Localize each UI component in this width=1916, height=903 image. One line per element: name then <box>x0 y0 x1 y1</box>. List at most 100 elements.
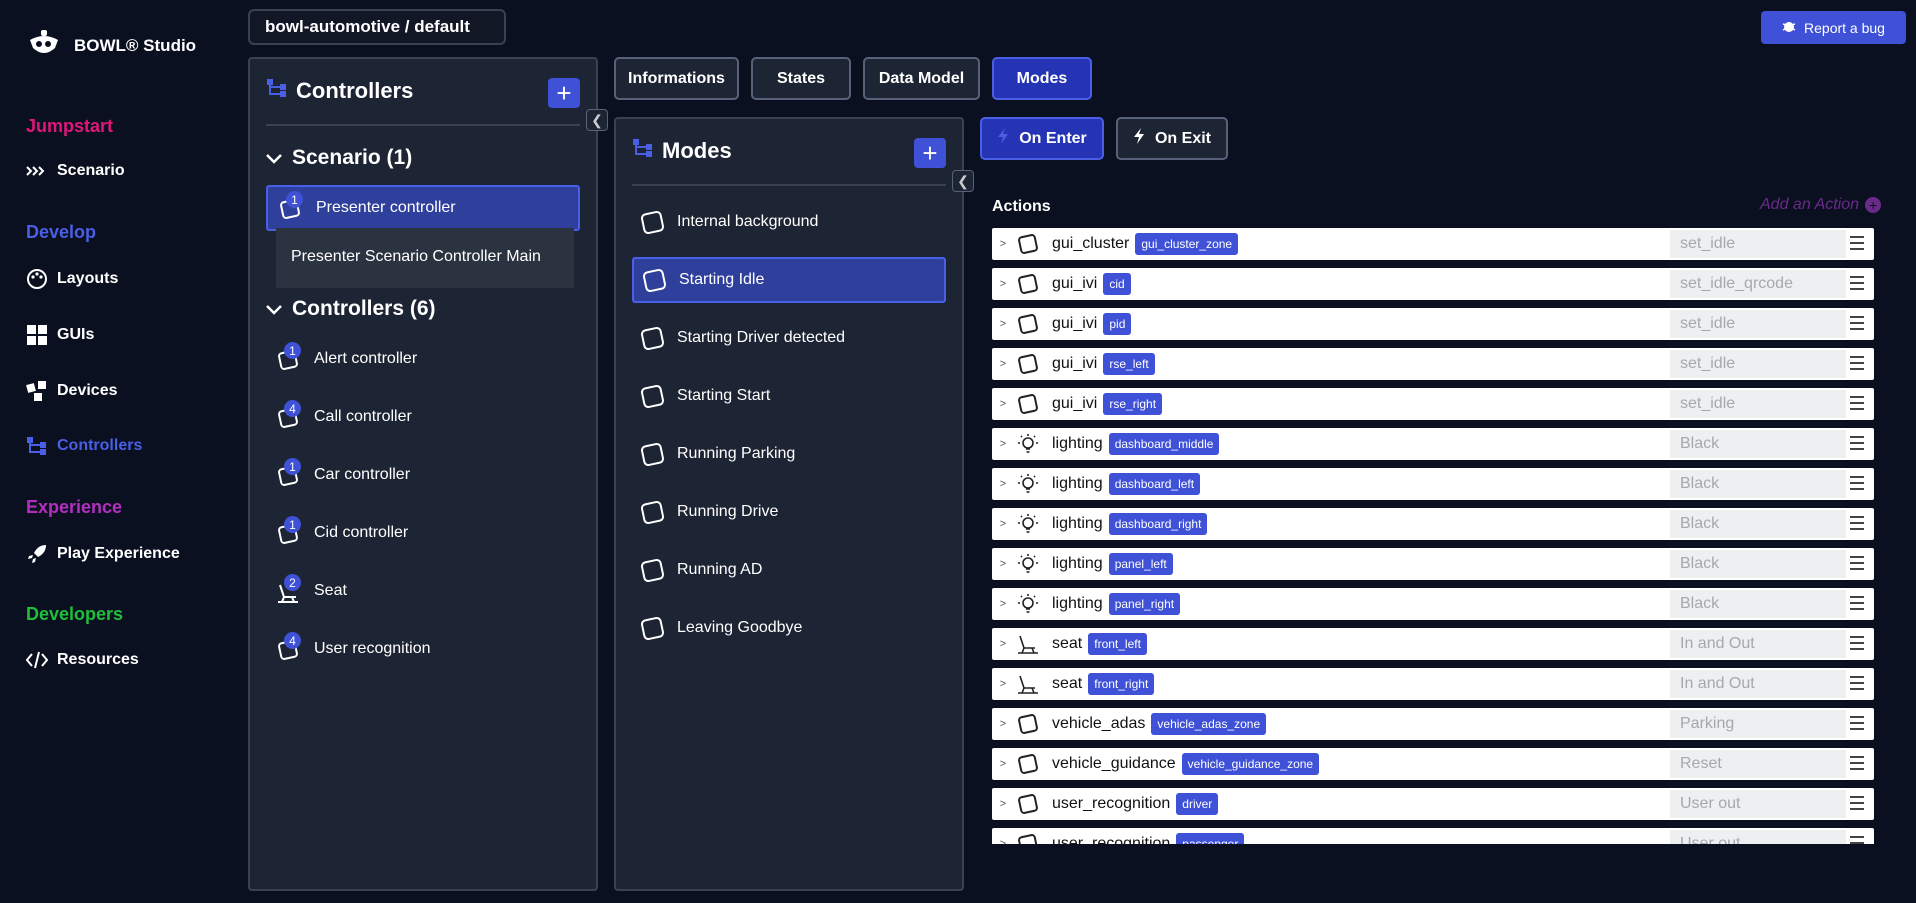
action-value[interactable]: set_idle <box>1670 230 1846 258</box>
action-row[interactable]: > lighting panel_left Black <box>992 548 1874 580</box>
action-value[interactable]: Black <box>1670 590 1846 618</box>
action-row[interactable]: > gui_ivi rse_left set_idle <box>992 348 1874 380</box>
controller-item-presenter[interactable]: 1 Presenter controller <box>266 185 580 231</box>
controller-item-user-recognition[interactable]: 4 User recognition <box>266 626 580 672</box>
drag-handle-icon[interactable] <box>1850 316 1864 334</box>
drag-handle-icon[interactable] <box>1850 836 1864 844</box>
action-row[interactable]: > vehicle_adas vehicle_adas_zone Parking <box>992 708 1874 740</box>
chevron-right-icon[interactable]: > <box>999 278 1007 290</box>
collapse-controllers-button[interactable]: ❮ <box>586 109 608 131</box>
controller-item-cid[interactable]: 1 Cid controller <box>266 510 580 556</box>
action-row[interactable]: > gui_cluster gui_cluster_zone set_idle <box>992 228 1874 260</box>
action-row[interactable]: > vehicle_guidance vehicle_guidance_zone Re… <box>992 748 1874 780</box>
nav-guis[interactable]: GUIs <box>25 324 94 346</box>
subtab-on-exit[interactable]: On Exit <box>1116 117 1228 160</box>
chevron-right-icon[interactable]: > <box>999 758 1007 770</box>
action-value[interactable]: In and Out <box>1670 670 1846 698</box>
controller-item-call[interactable]: 4 Call controller <box>266 394 580 440</box>
controller-item-seat[interactable]: 2 Seat <box>266 568 580 614</box>
actions-list[interactable]: > gui_cluster gui_cluster_zone set_idle > gui… <box>992 228 1874 844</box>
mode-item[interactable]: Leaving Goodbye <box>632 605 946 651</box>
drag-handle-icon[interactable] <box>1850 756 1864 774</box>
drag-handle-icon[interactable] <box>1850 476 1864 494</box>
project-selector[interactable]: bowl-automotive / default <box>248 9 506 45</box>
action-value[interactable]: set_idle <box>1670 310 1846 338</box>
action-value[interactable]: Parking <box>1670 710 1846 738</box>
action-row[interactable]: > seat front_right In and Out <box>992 668 1874 700</box>
drag-handle-icon[interactable] <box>1850 436 1864 454</box>
chevron-right-icon[interactable]: > <box>999 438 1007 450</box>
nav-resources[interactable]: Resources <box>25 651 139 669</box>
drag-handle-icon[interactable] <box>1850 556 1864 574</box>
nav-devices[interactable]: Devices <box>25 380 118 402</box>
mode-item[interactable]: Running Parking <box>632 431 946 477</box>
chevron-right-icon[interactable]: > <box>999 518 1007 530</box>
collapse-modes-button[interactable]: ❮ <box>952 170 974 192</box>
controller-item-alert[interactable]: 1 Alert controller <box>266 336 580 382</box>
chevron-right-icon[interactable]: > <box>999 238 1007 250</box>
drag-handle-icon[interactable] <box>1850 356 1864 374</box>
chevron-right-icon[interactable]: > <box>999 678 1007 690</box>
controller-item-car[interactable]: 1 Car controller <box>266 452 580 498</box>
action-value[interactable]: Black <box>1670 470 1846 498</box>
tab-states[interactable]: States <box>751 57 851 100</box>
action-value[interactable]: Black <box>1670 430 1846 458</box>
controllers-group-header[interactable]: Controllers (6) <box>266 297 436 321</box>
nav-play-experience[interactable]: Play Experience <box>25 543 180 565</box>
mode-item[interactable]: Starting Driver detected <box>632 315 946 361</box>
action-value[interactable]: In and Out <box>1670 630 1846 658</box>
chevron-right-icon[interactable]: > <box>999 478 1007 490</box>
action-value[interactable]: set_idle_qrcode <box>1670 270 1846 298</box>
chevron-right-icon[interactable]: > <box>999 838 1007 844</box>
drag-handle-icon[interactable] <box>1850 636 1864 654</box>
action-row[interactable]: > lighting dashboard_left Black <box>992 468 1874 500</box>
action-value[interactable]: Black <box>1670 510 1846 538</box>
drag-handle-icon[interactable] <box>1850 596 1864 614</box>
action-value[interactable]: Black <box>1670 550 1846 578</box>
scenario-group-header[interactable]: Scenario (1) <box>266 146 412 170</box>
chevron-right-icon[interactable]: > <box>999 318 1007 330</box>
action-row[interactable]: > gui_ivi rse_right set_idle <box>992 388 1874 420</box>
scenario-sub-item[interactable]: Presenter Scenario Controller Main <box>276 228 574 288</box>
brand[interactable]: BOWL® Studio <box>28 28 196 63</box>
subtab-on-enter[interactable]: On Enter <box>980 117 1104 160</box>
drag-handle-icon[interactable] <box>1850 716 1864 734</box>
drag-handle-icon[interactable] <box>1850 236 1864 254</box>
mode-item[interactable]: Starting Start <box>632 373 946 419</box>
action-row[interactable]: > gui_ivi pid set_idle <box>992 308 1874 340</box>
drag-handle-icon[interactable] <box>1850 796 1864 814</box>
mode-item[interactable]: Internal background <box>632 199 946 245</box>
add-mode-button[interactable]: + <box>914 138 946 168</box>
chevron-right-icon[interactable]: > <box>999 358 1007 370</box>
action-value[interactable]: User out <box>1670 830 1846 844</box>
chevron-right-icon[interactable]: > <box>999 638 1007 650</box>
action-row[interactable]: > gui_ivi cid set_idle_qrcode <box>992 268 1874 300</box>
action-row[interactable]: > lighting panel_right Black <box>992 588 1874 620</box>
mode-item[interactable]: Running AD <box>632 547 946 593</box>
nav-scenario[interactable]: Scenario <box>25 162 125 180</box>
report-bug-button[interactable]: Report a bug <box>1761 11 1906 44</box>
add-controller-button[interactable]: + <box>548 78 580 108</box>
action-row[interactable]: > user_recognition passenger User out <box>992 828 1874 844</box>
mode-item[interactable]: Starting Idle <box>632 257 946 303</box>
action-row[interactable]: > lighting dashboard_right Black <box>992 508 1874 540</box>
chevron-right-icon[interactable]: > <box>999 718 1007 730</box>
drag-handle-icon[interactable] <box>1850 396 1864 414</box>
action-row[interactable]: > lighting dashboard_middle Black <box>992 428 1874 460</box>
nav-layouts[interactable]: Layouts <box>25 268 118 290</box>
action-value[interactable]: set_idle <box>1670 350 1846 378</box>
chevron-right-icon[interactable]: > <box>999 598 1007 610</box>
drag-handle-icon[interactable] <box>1850 516 1864 534</box>
add-action-button[interactable]: Add an Action + <box>1760 196 1882 214</box>
mode-item[interactable]: Running Drive <box>632 489 946 535</box>
chevron-right-icon[interactable]: > <box>999 558 1007 570</box>
drag-handle-icon[interactable] <box>1850 676 1864 694</box>
tab-modes[interactable]: Modes <box>992 57 1092 100</box>
action-row[interactable]: > user_recognition driver User out <box>992 788 1874 820</box>
drag-handle-icon[interactable] <box>1850 276 1864 294</box>
chevron-right-icon[interactable]: > <box>999 798 1007 810</box>
tab-data-model[interactable]: Data Model <box>863 57 980 100</box>
tab-informations[interactable]: Informations <box>614 57 739 100</box>
action-value[interactable]: Reset <box>1670 750 1846 778</box>
action-value[interactable]: User out <box>1670 790 1846 818</box>
